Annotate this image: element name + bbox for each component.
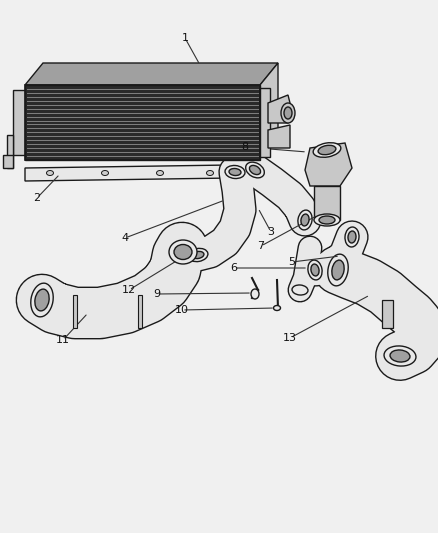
Ellipse shape (229, 168, 241, 175)
Text: 4: 4 (121, 233, 129, 243)
Text: 1: 1 (181, 33, 188, 43)
Ellipse shape (31, 283, 53, 317)
Ellipse shape (384, 346, 416, 366)
Polygon shape (305, 143, 352, 186)
Ellipse shape (246, 162, 265, 178)
Polygon shape (382, 300, 393, 328)
Ellipse shape (188, 248, 208, 262)
Ellipse shape (225, 165, 245, 179)
Text: 6: 6 (230, 263, 237, 273)
Text: 5: 5 (289, 257, 296, 267)
Ellipse shape (251, 289, 259, 299)
Text: 8: 8 (241, 142, 248, 152)
Polygon shape (138, 295, 142, 328)
Text: 12: 12 (122, 285, 136, 295)
Polygon shape (314, 186, 340, 220)
Ellipse shape (206, 171, 213, 175)
Polygon shape (13, 90, 25, 155)
Ellipse shape (308, 260, 322, 280)
Text: 13: 13 (283, 333, 297, 343)
Ellipse shape (46, 171, 53, 175)
Ellipse shape (249, 165, 261, 175)
Ellipse shape (311, 264, 319, 276)
Ellipse shape (301, 214, 309, 226)
Ellipse shape (319, 216, 335, 224)
Polygon shape (268, 95, 292, 123)
Ellipse shape (273, 305, 280, 311)
Ellipse shape (314, 214, 340, 226)
Text: 7: 7 (258, 241, 265, 251)
Ellipse shape (348, 231, 356, 243)
Ellipse shape (390, 350, 410, 362)
Ellipse shape (102, 171, 109, 175)
Ellipse shape (174, 245, 192, 260)
Polygon shape (73, 295, 77, 328)
Text: 11: 11 (56, 335, 70, 345)
Text: 2: 2 (33, 193, 41, 203)
Polygon shape (260, 63, 278, 160)
Polygon shape (25, 63, 278, 85)
Polygon shape (260, 88, 270, 157)
Ellipse shape (281, 103, 295, 123)
Polygon shape (7, 135, 13, 168)
Text: 10: 10 (175, 305, 189, 315)
Ellipse shape (284, 107, 292, 119)
Ellipse shape (332, 260, 344, 280)
Ellipse shape (345, 227, 359, 247)
Ellipse shape (192, 252, 204, 259)
Ellipse shape (156, 171, 163, 175)
Ellipse shape (35, 289, 49, 311)
Polygon shape (3, 155, 13, 168)
Ellipse shape (292, 285, 308, 295)
Ellipse shape (169, 240, 197, 264)
Polygon shape (25, 165, 232, 181)
Text: 3: 3 (268, 227, 275, 237)
Text: 9: 9 (153, 289, 161, 299)
Polygon shape (268, 125, 290, 148)
Ellipse shape (313, 143, 341, 157)
Ellipse shape (318, 146, 336, 155)
Ellipse shape (328, 254, 348, 286)
Polygon shape (25, 85, 260, 160)
Ellipse shape (298, 210, 312, 230)
